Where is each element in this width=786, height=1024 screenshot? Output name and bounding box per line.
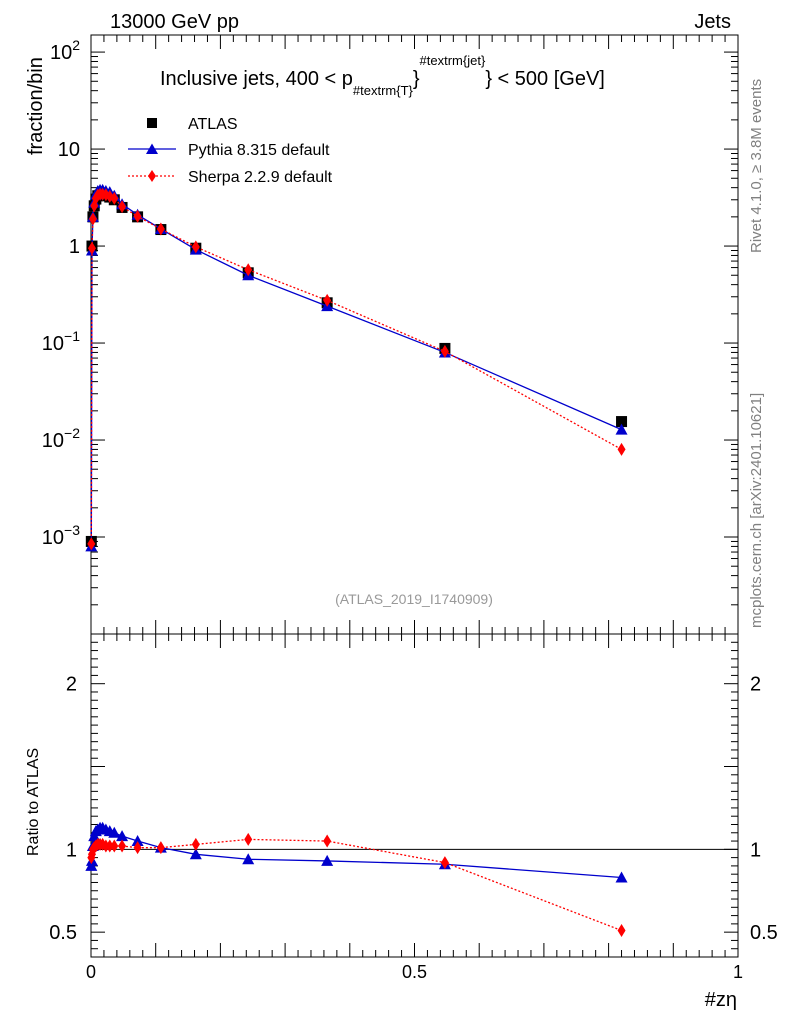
series-line-pythia bbox=[90, 189, 622, 547]
y-tick-label: 10 bbox=[58, 139, 80, 161]
x-axis-title: #zη bbox=[705, 989, 737, 1011]
ratio-line-pythia bbox=[90, 827, 622, 879]
tick-labels: 0 0.5 1 10−3 10−2 10−1 1 10 102 0.5 0.5 1 1 2 2 bbox=[42, 37, 778, 982]
y-tick-label: 10−1 bbox=[42, 328, 80, 355]
data-point-sherpa bbox=[88, 212, 97, 226]
y-tick-label: 102 bbox=[50, 37, 80, 64]
ratio-tick-label: 0.5 bbox=[49, 922, 77, 944]
data-point-sherpa bbox=[87, 241, 96, 255]
ratio-point-pythia bbox=[116, 830, 129, 842]
legend-marker-pythia bbox=[146, 143, 158, 154]
y-tick-label: 10−3 bbox=[42, 522, 80, 549]
series-line-sherpa bbox=[90, 193, 622, 544]
analysis-id: (ATLAS_2019_I1740909) bbox=[335, 591, 493, 607]
data-point-sherpa bbox=[440, 344, 449, 358]
chart-title: Inclusive jets, 400 < p#textrm{T}}#textr… bbox=[160, 53, 605, 98]
chart-title-suffix: } < 500 [GeV] bbox=[485, 68, 605, 90]
ratio-point-sherpa bbox=[323, 834, 332, 848]
rivet-label: Rivet 4.1.0, ≥ 3.8M events bbox=[748, 79, 765, 253]
data-point-sherpa bbox=[323, 293, 332, 307]
data-point-sherpa bbox=[156, 222, 165, 236]
legend-item-pythia: Pythia 8.315 default bbox=[128, 142, 330, 159]
ratio-point-pythia bbox=[615, 871, 628, 883]
ratio-point-pythia bbox=[108, 826, 121, 838]
energy-label: 13000 GeV pp bbox=[110, 11, 239, 33]
chart-title-subscript: #textrm{T} bbox=[353, 83, 414, 98]
chart-title-brace-open: } bbox=[413, 68, 420, 90]
y-axis-title: fraction/bin bbox=[25, 57, 47, 155]
process-label: Jets bbox=[694, 11, 731, 33]
legend-marker-sherpa bbox=[148, 170, 156, 182]
ratio-point-sherpa bbox=[244, 832, 253, 846]
ratio-point-sherpa bbox=[105, 839, 114, 853]
ratio-tick-label-right: 1 bbox=[750, 839, 761, 861]
data-point-sherpa bbox=[191, 240, 200, 254]
ratio-point-sherpa bbox=[191, 837, 200, 851]
data-point-sherpa bbox=[133, 209, 142, 223]
ratio-point-sherpa bbox=[110, 839, 119, 853]
ratio-tick-label-right: 0.5 bbox=[750, 922, 778, 944]
ratio-point-sherpa bbox=[617, 923, 626, 937]
ratio-point-pythia bbox=[131, 835, 144, 847]
data-point-sherpa bbox=[118, 200, 127, 214]
ratio-point-pythia bbox=[321, 854, 334, 866]
ratio-point-pythia bbox=[189, 848, 202, 860]
x-tick-label: 1 bbox=[733, 962, 743, 982]
ratio-tick-label: 1 bbox=[66, 839, 77, 861]
data-series bbox=[85, 183, 738, 937]
ratio-line-sherpa bbox=[90, 838, 622, 932]
mcplots-label: mcplots.cern.ch [arXiv:2401.10621] bbox=[748, 393, 765, 628]
x-tick-label: 0 bbox=[86, 962, 96, 982]
ratio-point-sherpa bbox=[156, 841, 165, 855]
ratio-plot-frame bbox=[90, 633, 739, 958]
legend-item-sherpa: Sherpa 2.2.9 default bbox=[128, 169, 333, 186]
data-point-pythia bbox=[615, 423, 628, 435]
legend: ATLAS Pythia 8.315 default Sherpa 2.2.9 … bbox=[128, 116, 333, 186]
ratio-tick-label-right: 2 bbox=[750, 674, 761, 696]
x-tick-label: 0.5 bbox=[402, 962, 427, 982]
ratio-tick-label: 2 bbox=[66, 674, 77, 696]
data-point-sherpa bbox=[87, 537, 96, 551]
data-point-sherpa bbox=[244, 263, 253, 277]
ratio-y-axis-title: Ratio to ATLAS bbox=[25, 748, 42, 856]
ratio-point-sherpa bbox=[133, 841, 142, 855]
data-point-sherpa bbox=[110, 191, 119, 205]
legend-label-atlas: ATLAS bbox=[188, 116, 238, 133]
y-tick-label: 1 bbox=[69, 236, 80, 258]
y-tick-label: 10−2 bbox=[42, 425, 80, 452]
legend-marker-atlas bbox=[147, 118, 157, 128]
data-point-atlas bbox=[616, 416, 628, 428]
legend-label-pythia: Pythia 8.315 default bbox=[188, 142, 330, 159]
axis-ticks bbox=[90, 35, 739, 957]
legend-label-sherpa: Sherpa 2.2.9 default bbox=[188, 169, 333, 186]
ratio-point-sherpa bbox=[440, 856, 449, 870]
chart-title-prefix: Inclusive jets, 400 < p bbox=[160, 68, 353, 90]
chart-title-superscript: #textrm{jet} bbox=[420, 53, 486, 68]
data-point-sherpa bbox=[617, 442, 626, 456]
ratio-point-sherpa bbox=[118, 839, 127, 853]
legend-item-atlas: ATLAS bbox=[147, 116, 238, 133]
ratio-point-pythia bbox=[242, 853, 255, 865]
